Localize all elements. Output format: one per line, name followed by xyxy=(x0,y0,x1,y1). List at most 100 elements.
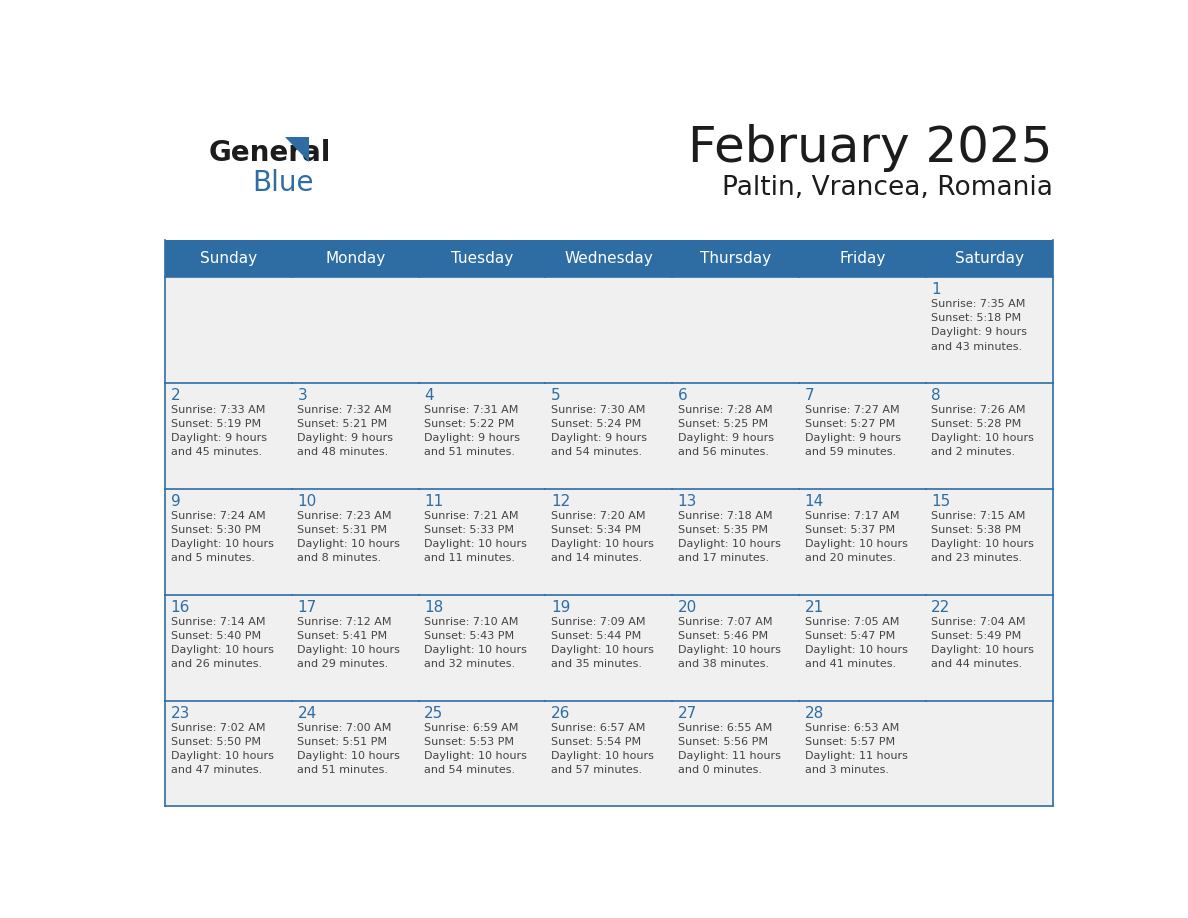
Bar xyxy=(545,277,672,383)
Bar xyxy=(545,240,672,277)
Text: 9: 9 xyxy=(171,494,181,509)
Text: 11: 11 xyxy=(424,494,443,509)
Text: Sunrise: 7:04 AM: Sunrise: 7:04 AM xyxy=(931,617,1026,627)
Bar xyxy=(165,277,292,383)
Text: Daylight: 9 hours: Daylight: 9 hours xyxy=(804,433,901,443)
Text: Sunset: 5:25 PM: Sunset: 5:25 PM xyxy=(678,420,767,430)
Bar xyxy=(292,595,418,700)
Text: Daylight: 10 hours: Daylight: 10 hours xyxy=(678,539,781,549)
Bar xyxy=(925,700,1053,806)
Text: and 20 minutes.: and 20 minutes. xyxy=(804,554,896,564)
Text: Daylight: 10 hours: Daylight: 10 hours xyxy=(804,645,908,655)
Bar xyxy=(925,595,1053,700)
Text: Daylight: 10 hours: Daylight: 10 hours xyxy=(931,645,1035,655)
Text: Sunset: 5:50 PM: Sunset: 5:50 PM xyxy=(171,736,260,746)
Text: Sunrise: 7:28 AM: Sunrise: 7:28 AM xyxy=(678,405,772,415)
Text: Sunset: 5:27 PM: Sunset: 5:27 PM xyxy=(804,420,895,430)
Text: Daylight: 10 hours: Daylight: 10 hours xyxy=(804,539,908,549)
Text: and 41 minutes.: and 41 minutes. xyxy=(804,659,896,669)
Text: Daylight: 10 hours: Daylight: 10 hours xyxy=(424,645,527,655)
Text: Sunset: 5:19 PM: Sunset: 5:19 PM xyxy=(171,420,260,430)
Text: and 57 minutes.: and 57 minutes. xyxy=(551,765,642,775)
Text: Sunset: 5:49 PM: Sunset: 5:49 PM xyxy=(931,631,1022,641)
Bar xyxy=(925,383,1053,489)
Text: Sunset: 5:31 PM: Sunset: 5:31 PM xyxy=(297,525,387,535)
Text: and 17 minutes.: and 17 minutes. xyxy=(678,554,769,564)
Text: and 32 minutes.: and 32 minutes. xyxy=(424,659,516,669)
Text: 10: 10 xyxy=(297,494,317,509)
Polygon shape xyxy=(285,137,309,162)
Bar xyxy=(292,240,418,277)
Text: and 29 minutes.: and 29 minutes. xyxy=(297,659,388,669)
Bar xyxy=(672,489,800,595)
Text: Daylight: 9 hours: Daylight: 9 hours xyxy=(171,433,266,443)
Text: Sunset: 5:30 PM: Sunset: 5:30 PM xyxy=(171,525,260,535)
Text: 5: 5 xyxy=(551,388,561,403)
Text: 15: 15 xyxy=(931,494,950,509)
Text: Sunset: 5:38 PM: Sunset: 5:38 PM xyxy=(931,525,1022,535)
Bar xyxy=(545,383,672,489)
Text: Sunset: 5:28 PM: Sunset: 5:28 PM xyxy=(931,420,1022,430)
Text: Daylight: 10 hours: Daylight: 10 hours xyxy=(424,539,527,549)
Bar xyxy=(165,240,292,277)
Text: Sunrise: 7:35 AM: Sunrise: 7:35 AM xyxy=(931,299,1025,309)
Bar xyxy=(292,383,418,489)
Text: and 5 minutes.: and 5 minutes. xyxy=(171,554,254,564)
Bar xyxy=(545,700,672,806)
Text: 23: 23 xyxy=(171,706,190,721)
Bar xyxy=(418,383,545,489)
Text: and 56 minutes.: and 56 minutes. xyxy=(678,447,769,457)
Text: 26: 26 xyxy=(551,706,570,721)
Text: and 38 minutes.: and 38 minutes. xyxy=(678,659,769,669)
Text: and 14 minutes.: and 14 minutes. xyxy=(551,554,642,564)
Text: Sunrise: 7:26 AM: Sunrise: 7:26 AM xyxy=(931,405,1026,415)
Text: Daylight: 10 hours: Daylight: 10 hours xyxy=(297,539,400,549)
Text: Daylight: 10 hours: Daylight: 10 hours xyxy=(171,539,273,549)
Text: 1: 1 xyxy=(931,282,941,297)
Text: Blue: Blue xyxy=(253,169,314,197)
Text: Daylight: 10 hours: Daylight: 10 hours xyxy=(424,751,527,761)
Bar xyxy=(925,489,1053,595)
Text: Daylight: 10 hours: Daylight: 10 hours xyxy=(931,433,1035,443)
Text: 3: 3 xyxy=(297,388,308,403)
Text: and 44 minutes.: and 44 minutes. xyxy=(931,659,1023,669)
Text: Sunset: 5:18 PM: Sunset: 5:18 PM xyxy=(931,313,1022,323)
Text: Sunrise: 7:10 AM: Sunrise: 7:10 AM xyxy=(424,617,518,627)
Bar xyxy=(165,383,292,489)
Text: Daylight: 10 hours: Daylight: 10 hours xyxy=(551,539,653,549)
Text: 12: 12 xyxy=(551,494,570,509)
Text: 8: 8 xyxy=(931,388,941,403)
Bar xyxy=(800,489,925,595)
Text: 22: 22 xyxy=(931,599,950,615)
Text: Sunrise: 7:20 AM: Sunrise: 7:20 AM xyxy=(551,510,645,521)
Bar xyxy=(672,277,800,383)
Text: and 45 minutes.: and 45 minutes. xyxy=(171,447,261,457)
Text: Daylight: 10 hours: Daylight: 10 hours xyxy=(931,539,1035,549)
Text: Daylight: 9 hours: Daylight: 9 hours xyxy=(551,433,647,443)
Bar xyxy=(545,489,672,595)
Text: and 3 minutes.: and 3 minutes. xyxy=(804,765,889,775)
Text: Sunrise: 7:33 AM: Sunrise: 7:33 AM xyxy=(171,405,265,415)
Text: Sunset: 5:24 PM: Sunset: 5:24 PM xyxy=(551,420,642,430)
Text: Daylight: 10 hours: Daylight: 10 hours xyxy=(678,645,781,655)
Text: Sunset: 5:46 PM: Sunset: 5:46 PM xyxy=(678,631,767,641)
Text: Sunrise: 7:05 AM: Sunrise: 7:05 AM xyxy=(804,617,899,627)
Text: and 54 minutes.: and 54 minutes. xyxy=(551,447,642,457)
Text: General: General xyxy=(208,139,330,166)
Bar xyxy=(418,277,545,383)
Text: and 0 minutes.: and 0 minutes. xyxy=(678,765,762,775)
Text: and 47 minutes.: and 47 minutes. xyxy=(171,765,261,775)
Bar xyxy=(925,240,1053,277)
Text: Sunset: 5:43 PM: Sunset: 5:43 PM xyxy=(424,631,514,641)
Text: and 48 minutes.: and 48 minutes. xyxy=(297,447,388,457)
Text: Sunrise: 7:12 AM: Sunrise: 7:12 AM xyxy=(297,617,392,627)
Text: Sunrise: 7:23 AM: Sunrise: 7:23 AM xyxy=(297,510,392,521)
Text: Sunrise: 6:59 AM: Sunrise: 6:59 AM xyxy=(424,722,518,733)
Bar xyxy=(418,240,545,277)
Text: Sunset: 5:51 PM: Sunset: 5:51 PM xyxy=(297,736,387,746)
Text: Sunrise: 7:00 AM: Sunrise: 7:00 AM xyxy=(297,722,392,733)
Text: Sunset: 5:35 PM: Sunset: 5:35 PM xyxy=(678,525,767,535)
Bar xyxy=(925,277,1053,383)
Bar xyxy=(800,595,925,700)
Text: and 51 minutes.: and 51 minutes. xyxy=(424,447,516,457)
